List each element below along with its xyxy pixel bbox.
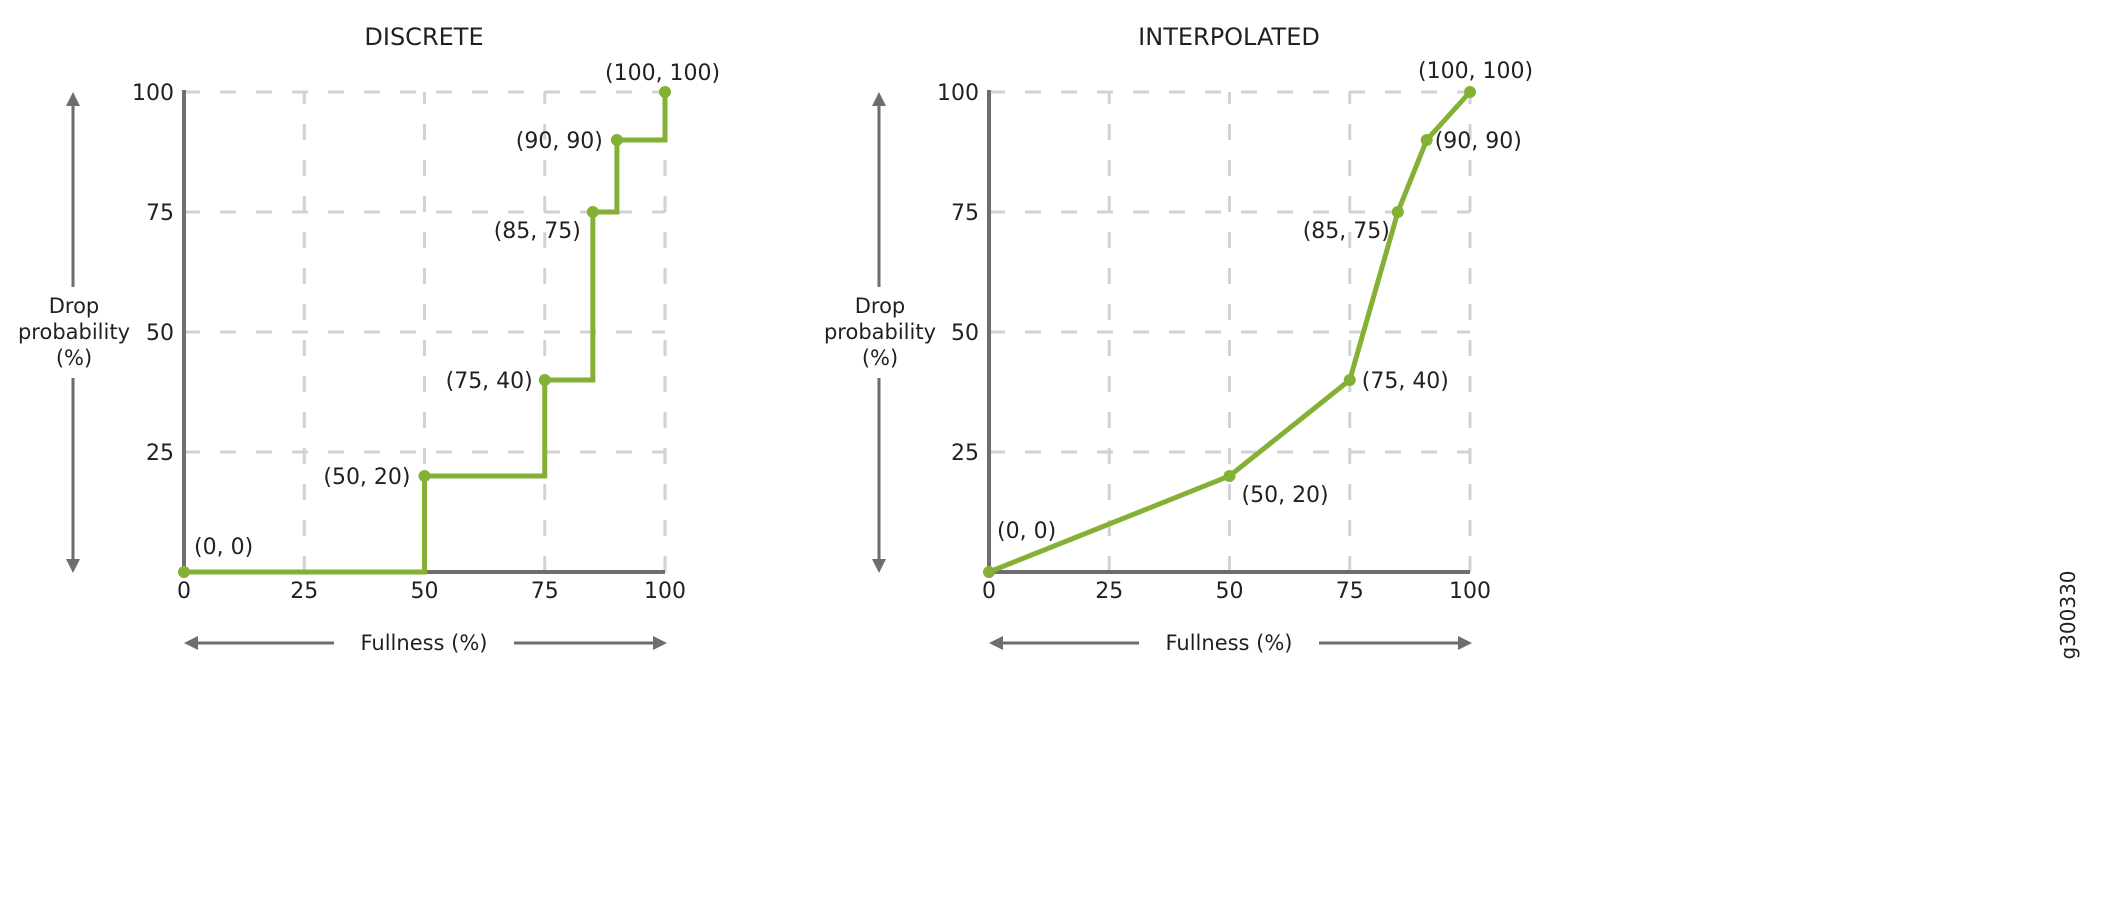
x-tick-label: 75 xyxy=(1336,579,1364,604)
y-axis-label: probability xyxy=(824,320,936,344)
data-label: (100, 100) xyxy=(605,61,720,86)
data-label: (0, 0) xyxy=(194,535,253,560)
y-tick-label: 50 xyxy=(951,321,979,346)
x-tick-label: 0 xyxy=(177,579,191,604)
x-tick-label: 100 xyxy=(1449,579,1491,604)
data-label: (0, 0) xyxy=(997,519,1056,544)
data-point xyxy=(1343,374,1356,386)
x-tick-label: 50 xyxy=(411,579,439,604)
x-tick-label: 0 xyxy=(982,579,996,604)
data-label: (90, 90) xyxy=(1435,129,1522,154)
data-point xyxy=(418,470,431,482)
y-tick-label: 100 xyxy=(132,81,174,106)
chart-title: DISCRETE xyxy=(364,23,483,51)
data-point xyxy=(610,134,623,146)
data-point xyxy=(1464,86,1476,98)
x-tick-label: 25 xyxy=(290,579,318,604)
x-axis-label: Fullness (%) xyxy=(360,631,487,655)
arrow-left-icon xyxy=(184,636,198,650)
x-tick-label: 25 xyxy=(1095,579,1123,604)
data-point xyxy=(1223,470,1236,482)
x-axis-label: Fullness (%) xyxy=(1165,631,1292,655)
arrow-up-icon xyxy=(66,92,80,106)
data-point xyxy=(1420,134,1433,146)
y-tick-label: 50 xyxy=(146,321,174,346)
y-axis-label: Drop xyxy=(49,294,100,318)
data-point xyxy=(538,374,551,386)
arrow-down-icon xyxy=(872,559,886,573)
arrow-up-icon xyxy=(872,92,886,106)
y-axis-label: Drop xyxy=(855,294,906,318)
y-axis-label: (%) xyxy=(862,346,898,370)
x-tick-label: 75 xyxy=(531,579,559,604)
data-point xyxy=(659,86,671,98)
figure-id: g300330 xyxy=(2056,570,2080,659)
series-line xyxy=(184,92,668,575)
y-axis-label: (%) xyxy=(56,346,92,370)
arrow-right-icon xyxy=(653,636,667,650)
arrow-down-icon xyxy=(66,559,80,573)
data-label: (50, 20) xyxy=(1242,483,1329,508)
x-tick-label: 50 xyxy=(1216,579,1244,604)
y-tick-label: 25 xyxy=(146,441,174,466)
arrow-left-icon xyxy=(989,636,1003,650)
y-tick-label: 25 xyxy=(951,441,979,466)
data-label: (100, 100) xyxy=(1418,59,1533,84)
y-tick-label: 100 xyxy=(937,81,979,106)
data-label: (85, 75) xyxy=(1303,219,1390,244)
data-label: (85, 75) xyxy=(494,219,581,244)
arrow-right-icon xyxy=(1458,636,1472,650)
discrete-chart: DISCRETE 0 25 50 75 100 25 50 75 100 Fullness (%) D… xyxy=(18,23,720,655)
data-point xyxy=(1391,206,1404,218)
data-label: (50, 20) xyxy=(323,465,410,490)
y-axis-label: probability xyxy=(18,320,130,344)
data-label: (75, 40) xyxy=(446,369,533,394)
y-tick-label: 75 xyxy=(146,201,174,226)
data-point xyxy=(983,566,995,578)
data-point xyxy=(586,206,599,218)
data-point xyxy=(178,566,190,578)
series-line xyxy=(988,90,1472,575)
interpolated-chart: INTERPOLATED 0 25 50 75 100 25 50 75 100 Fullness … xyxy=(824,23,1533,655)
x-tick-label: 100 xyxy=(644,579,686,604)
data-label: (90, 90) xyxy=(516,129,603,154)
chart-title: INTERPOLATED xyxy=(1138,23,1320,51)
data-label: (75, 40) xyxy=(1362,369,1449,394)
y-tick-label: 75 xyxy=(951,201,979,226)
